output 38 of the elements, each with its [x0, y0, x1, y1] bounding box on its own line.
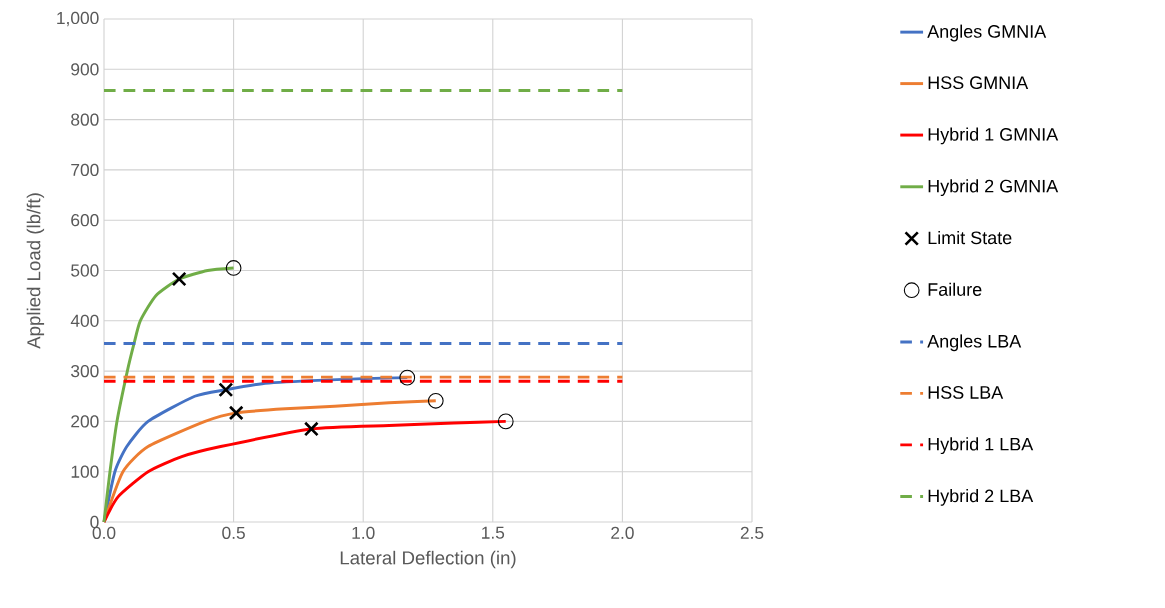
x-axis-title: Lateral Deflection (in) [340, 550, 516, 569]
x-tick-label: 2.5 [740, 526, 764, 539]
x-tick-label: 2.0 [611, 526, 634, 539]
legend-label: Hybrid 1 LBA [928, 437, 1034, 455]
y-tick-label: 200 [71, 415, 99, 428]
y-tick-label: 0 [90, 515, 99, 529]
y-tick-label: 300 [71, 364, 99, 378]
y-tick-label: 600 [71, 214, 99, 227]
point [218, 382, 234, 398]
point [399, 369, 416, 386]
legend-label: Angles GMNIA [927, 24, 1047, 42]
point [497, 413, 514, 430]
y-tick-label: 100 [71, 465, 99, 478]
point [303, 421, 319, 437]
y-tick-label: 900 [71, 63, 99, 76]
x-tick-label: 0.0 [92, 526, 116, 539]
legend-label: Limit State [928, 230, 1012, 245]
y-tick-label: 500 [71, 264, 99, 277]
legend-label: Hybrid 1 GMNIA [928, 127, 1059, 145]
legend-label: Failure [928, 282, 982, 296]
legend-label: HSS GMNIA [928, 76, 1029, 90]
point [171, 271, 187, 287]
x-tick-label: 0.5 [222, 526, 245, 539]
x-tick-label: 1.5 [482, 526, 505, 539]
legend-label: Hybrid 2 LBA [928, 489, 1034, 506]
legend-label: Hybrid 2 GMNIA [928, 179, 1059, 197]
y-tick-label: 400 [70, 314, 99, 327]
y-axis-title: Applied Load (lb/ft) [26, 193, 45, 349]
point [427, 392, 444, 409]
legend-label: Angles LBA [927, 334, 1022, 352]
y-tick-label: 700 [71, 163, 99, 177]
legend-label: HSS LBA [928, 386, 1004, 399]
point [225, 260, 242, 276]
point [228, 405, 244, 421]
x-tick-label: 1.0 [352, 526, 375, 539]
y-tick-label: 1,000 [57, 11, 99, 27]
y-tick-label: 800 [71, 113, 99, 126]
line-series [102, 266, 236, 524]
